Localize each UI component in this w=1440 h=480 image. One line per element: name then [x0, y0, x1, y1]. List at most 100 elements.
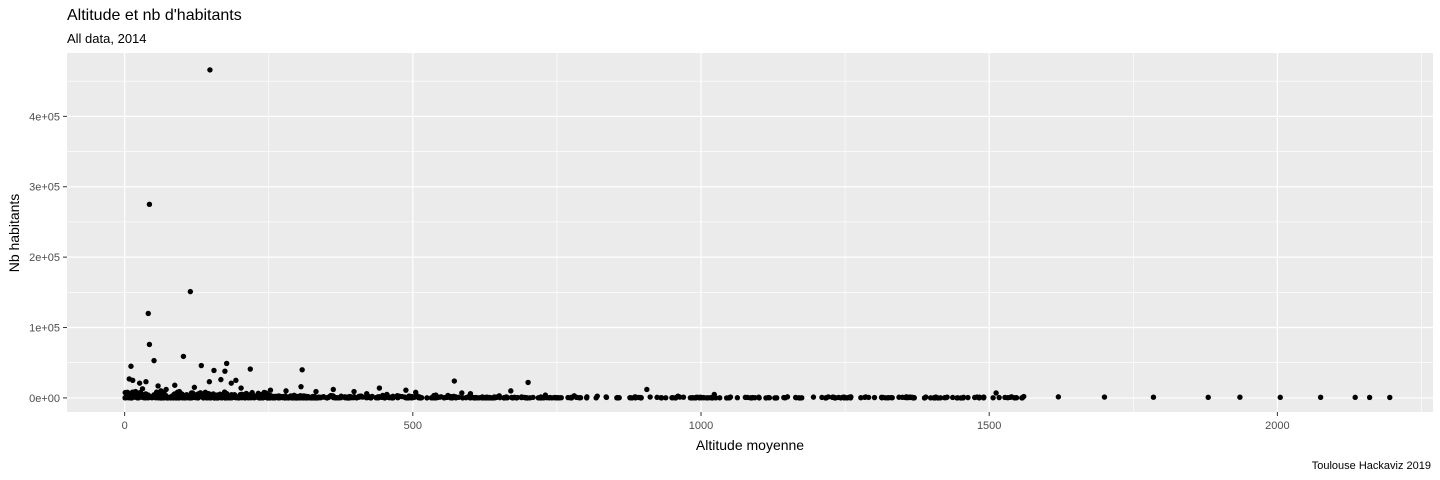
- scatter-point: [841, 394, 848, 400]
- scatter-point: [584, 394, 590, 400]
- scatter-point: [772, 395, 778, 401]
- scatter-point: [143, 379, 149, 385]
- scatter-point: [647, 394, 653, 400]
- scatter-point: [151, 357, 157, 364]
- scatter-point: [553, 394, 559, 401]
- scatter-point: [198, 362, 204, 369]
- chart-title: Altitude et nb d'habitants: [67, 7, 242, 24]
- scatter-point: [1366, 394, 1373, 401]
- scatter-point: [632, 395, 639, 401]
- scatter-point: [162, 393, 168, 399]
- x-tick-label: 0: [122, 420, 128, 432]
- scatter-point: [351, 393, 357, 400]
- scatter-point: [465, 394, 472, 400]
- scatter-point: [342, 395, 348, 401]
- scatter-point: [233, 394, 240, 401]
- scatter-point: [752, 395, 758, 401]
- scatter-point: [200, 395, 206, 401]
- scatter-point: [389, 394, 396, 400]
- scatter-point: [335, 395, 341, 401]
- scatter-point: [136, 380, 143, 386]
- scatter-point: [298, 383, 304, 390]
- scatter-point: [981, 394, 987, 400]
- scatter-point: [128, 363, 134, 369]
- scatter-point: [717, 395, 723, 401]
- scatter-point: [330, 386, 336, 393]
- scatter-point: [871, 394, 878, 401]
- scatter-point: [1352, 394, 1358, 401]
- scatter-point: [155, 394, 161, 400]
- scatter-point: [503, 394, 510, 400]
- scatter-point: [927, 395, 934, 401]
- scatter-point: [960, 395, 966, 401]
- scatter-point: [713, 395, 719, 401]
- y-tick-label: 3e+05: [29, 182, 60, 194]
- scatter-point: [993, 390, 999, 396]
- scatter-point: [186, 394, 193, 400]
- scatter-point: [1277, 394, 1283, 401]
- scatter-point: [825, 394, 831, 400]
- scatter-point: [455, 394, 462, 401]
- scatter-point: [473, 395, 479, 401]
- scatter-point: [726, 395, 733, 401]
- scatter-point: [1237, 394, 1243, 400]
- scatter-point: [127, 394, 134, 400]
- scatter-point: [146, 201, 153, 208]
- scatter-point: [302, 393, 309, 400]
- y-axis: 0e+00 1e+05 2e+05 3e+05 4e+05: [29, 111, 67, 405]
- scatter-point: [782, 395, 788, 401]
- scatter-point: [269, 393, 276, 400]
- scatter-point: [218, 376, 224, 383]
- grid-minor: [67, 53, 1433, 412]
- scatter-point: [949, 394, 956, 401]
- scatter-point: [327, 393, 333, 400]
- scatter-point: [264, 391, 271, 398]
- scatter-point: [451, 378, 458, 384]
- scatter-point: [832, 395, 838, 401]
- scatter-point: [191, 384, 198, 391]
- scatter-point: [658, 395, 665, 401]
- scatter-point: [680, 394, 687, 400]
- scatter-point: [1387, 394, 1393, 401]
- scatter-point: [530, 394, 536, 401]
- scatter-point: [356, 393, 362, 400]
- scatter-point: [282, 394, 288, 400]
- scatter-point: [521, 394, 527, 401]
- scatter-point: [438, 394, 444, 400]
- scatter-point: [376, 385, 383, 391]
- scatter-point: [819, 394, 825, 401]
- scatter-point: [223, 360, 230, 367]
- scatter-point: [941, 395, 948, 401]
- scatter-point: [627, 394, 633, 401]
- scatter-point: [865, 394, 872, 401]
- scatter-point: [1317, 394, 1324, 400]
- scatter-point: [810, 394, 817, 400]
- scatter-point: [514, 395, 520, 401]
- scatter-point: [558, 394, 564, 401]
- scatter-point: [294, 394, 300, 400]
- scatter-point: [153, 389, 160, 395]
- scatter-point: [172, 394, 179, 400]
- scatter-point: [211, 367, 217, 374]
- y-tick-label: 1e+05: [29, 323, 60, 335]
- scatter-point: [547, 394, 553, 401]
- grid-major: [67, 53, 1433, 412]
- scatter-point: [395, 394, 401, 401]
- scatter-point: [603, 394, 609, 400]
- scatter-point: [283, 388, 289, 394]
- scatter-point: [256, 393, 263, 399]
- x-axis: 0 500 1000 1500 2000: [122, 412, 1290, 432]
- scatter-point: [565, 394, 571, 401]
- x-tick-label: 1000: [689, 420, 713, 432]
- scatter-point: [228, 380, 234, 386]
- scatter-point: [971, 394, 978, 401]
- scatter-point: [525, 379, 531, 386]
- scatter-point: [954, 395, 961, 401]
- scatter-point: [413, 392, 420, 399]
- scatter-point: [267, 387, 274, 393]
- scatter-point: [146, 341, 153, 348]
- chart-subtitle: All data, 2014: [67, 31, 147, 46]
- scatter-point: [933, 394, 939, 400]
- scatter-point: [445, 392, 451, 399]
- scatter-point: [189, 390, 196, 396]
